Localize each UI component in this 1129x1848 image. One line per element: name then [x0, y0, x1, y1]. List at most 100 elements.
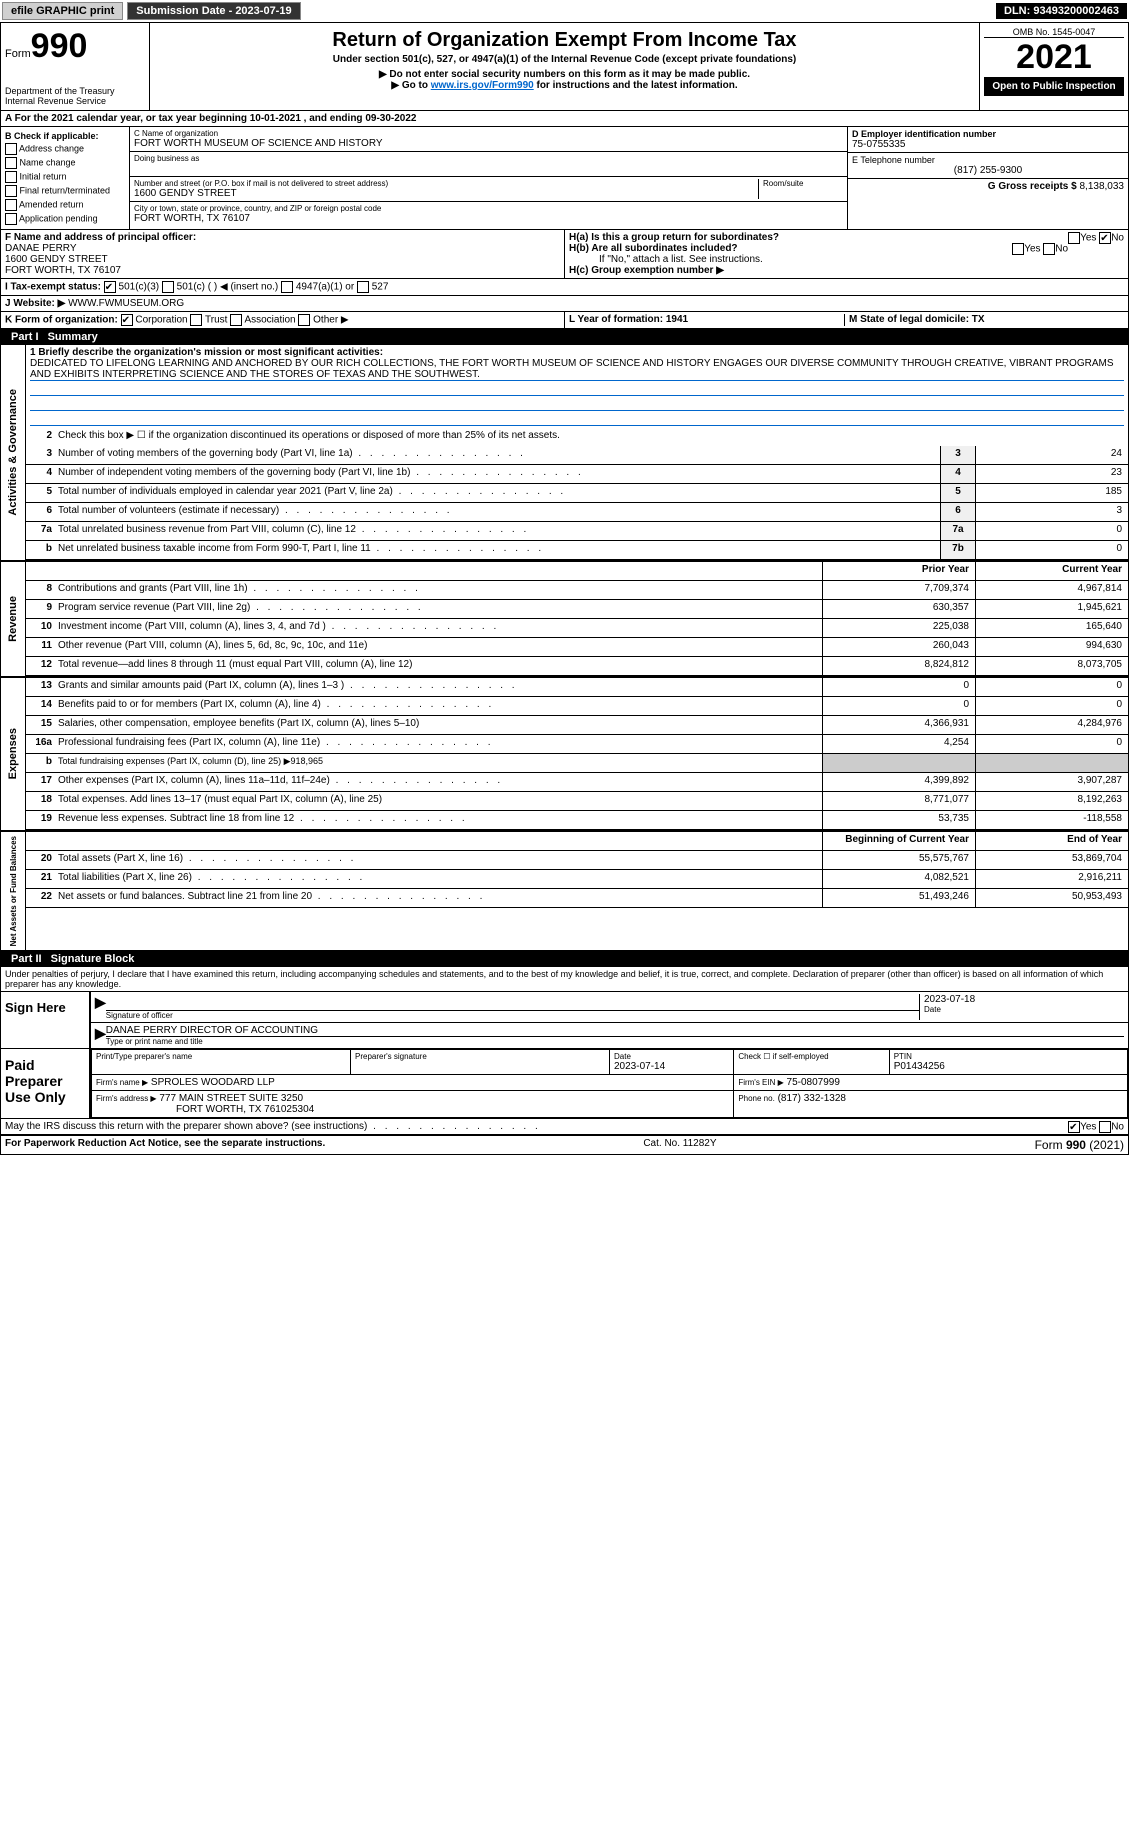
- note-2: ▶ Go to www.irs.gov/Form990 for instruct…: [154, 80, 975, 91]
- dba-value: [134, 163, 843, 174]
- check-address[interactable]: Address change: [5, 143, 125, 155]
- k-label: K Form of organization:: [5, 315, 118, 326]
- sig-date: 2023-07-18: [924, 994, 1124, 1005]
- col-b-label: B Check if applicable:: [5, 131, 125, 141]
- ha-row: H(a) Is this a group return for subordin…: [569, 232, 1124, 243]
- part2-title: Part II: [5, 953, 48, 965]
- check-amended[interactable]: Amended return: [5, 199, 125, 211]
- col-current: Current Year: [975, 562, 1128, 580]
- sidebar-revenue: Revenue: [5, 592, 21, 646]
- hc-label: H(c) Group exemption number ▶: [569, 265, 1124, 276]
- line-11-desc: Other revenue (Part VIII, column (A), li…: [54, 638, 822, 656]
- line-22-desc: Net assets or fund balances. Subtract li…: [54, 889, 822, 907]
- line-7b-val: 0: [975, 541, 1128, 559]
- addr-value: 1600 GENDY STREET: [134, 188, 758, 199]
- check-name[interactable]: Name change: [5, 157, 125, 169]
- line-4-val: 23: [975, 465, 1128, 483]
- submission-date-button[interactable]: Submission Date - 2023-07-19: [127, 2, 300, 20]
- sidebar-expenses: Expenses: [5, 724, 21, 783]
- line-3-desc: Number of voting members of the governin…: [54, 446, 940, 464]
- line-16a-desc: Professional fundraising fees (Part IX, …: [54, 735, 822, 753]
- line-3-val: 24: [975, 446, 1128, 464]
- line-2: Check this box ▶ ☐ if the organization d…: [54, 428, 1128, 446]
- col-end: End of Year: [975, 832, 1128, 850]
- discuss-text: May the IRS discuss this return with the…: [5, 1121, 541, 1132]
- check-527[interactable]: [357, 281, 369, 293]
- line-14-desc: Benefits paid to or for members (Part IX…: [54, 697, 822, 715]
- addr-label: Number and street (or P.O. box if mail i…: [134, 179, 758, 188]
- paid-preparer-label: Paid Preparer Use Only: [1, 1049, 89, 1118]
- sig-officer-label: Signature of officer: [106, 1011, 919, 1020]
- sig-date-label: Date: [924, 1005, 1124, 1014]
- efile-label: efile GRAPHIC print: [2, 2, 123, 20]
- discuss-no-check[interactable]: [1099, 1121, 1111, 1133]
- d-label: D Employer identification number: [852, 129, 1124, 139]
- footer-center: Cat. No. 11282Y: [325, 1138, 1034, 1152]
- note-1: ▶ Do not enter social security numbers o…: [154, 69, 975, 80]
- c-name-label: C Name of organization: [134, 129, 843, 138]
- officer-addr2: FORT WORTH, TX 76107: [5, 265, 560, 276]
- line-15-desc: Salaries, other compensation, employee b…: [54, 716, 822, 734]
- hb-note: If "No," attach a list. See instructions…: [569, 254, 1124, 265]
- footer-right: Form 990 (2021): [1035, 1138, 1124, 1152]
- row-a-period: A For the 2021 calendar year, or tax yea…: [1, 111, 1128, 127]
- dept-label: Department of the Treasury: [5, 86, 145, 96]
- sign-here-label: Sign Here: [1, 992, 89, 1048]
- phone-value: (817) 255-9300: [852, 165, 1124, 176]
- check-initial[interactable]: Initial return: [5, 171, 125, 183]
- line-8-desc: Contributions and grants (Part VIII, lin…: [54, 581, 822, 599]
- officer-name: DANAE PERRY: [5, 243, 560, 254]
- line-10-desc: Investment income (Part VIII, column (A)…: [54, 619, 822, 637]
- check-4947[interactable]: [281, 281, 293, 293]
- part2-name: Signature Block: [51, 953, 135, 965]
- footer-left: For Paperwork Reduction Act Notice, see …: [5, 1138, 325, 1152]
- discuss-yes-check[interactable]: [1068, 1121, 1080, 1133]
- line-7a-desc: Total unrelated business revenue from Pa…: [54, 522, 940, 540]
- line-5-desc: Total number of individuals employed in …: [54, 484, 940, 502]
- room-label: Room/suite: [763, 179, 843, 188]
- line-13-desc: Grants and similar amounts paid (Part IX…: [54, 678, 822, 696]
- e-label: E Telephone number: [852, 155, 1124, 165]
- line-6-val: 3: [975, 503, 1128, 521]
- part1-title: Part I: [5, 331, 45, 343]
- city-label: City or town, state or province, country…: [134, 204, 843, 213]
- irs-link[interactable]: www.irs.gov/Form990: [431, 80, 534, 91]
- f-label: F Name and address of principal officer:: [5, 232, 560, 243]
- g-label: G Gross receipts $: [988, 181, 1077, 192]
- form-subtitle: Under section 501(c), 527, or 4947(a)(1)…: [154, 54, 975, 65]
- line-5-val: 185: [975, 484, 1128, 502]
- form-title: Return of Organization Exempt From Incom…: [154, 29, 975, 52]
- line-12-desc: Total revenue—add lines 8 through 11 (mu…: [54, 657, 822, 675]
- dba-label: Doing business as: [134, 154, 843, 163]
- line-9-desc: Program service revenue (Part VIII, line…: [54, 600, 822, 618]
- open-public-badge: Open to Public Inspection: [984, 77, 1124, 96]
- check-assoc[interactable]: [230, 314, 242, 326]
- check-corp[interactable]: [121, 314, 133, 326]
- col-prior: Prior Year: [822, 562, 975, 580]
- irs-label: Internal Revenue Service: [5, 96, 145, 106]
- line-19-desc: Revenue less expenses. Subtract line 18 …: [54, 811, 822, 829]
- check-trust[interactable]: [190, 314, 202, 326]
- dln-label: DLN: 93493200002463: [996, 3, 1127, 19]
- print-name-label: Type or print name and title: [106, 1037, 1124, 1046]
- omb-label: OMB No. 1545-0047: [984, 27, 1124, 38]
- mission-label: 1 Briefly describe the organization's mi…: [30, 347, 1124, 358]
- org-name: FORT WORTH MUSEUM OF SCIENCE AND HISTORY: [134, 138, 843, 149]
- tax-year: 2021: [984, 38, 1124, 77]
- hb-row: H(b) Are all subordinates included? Yes …: [569, 243, 1124, 254]
- website-value: WWW.FWMUSEUM.ORG: [68, 298, 184, 309]
- line-7b-desc: Net unrelated business taxable income fr…: [54, 541, 940, 559]
- line-16b-desc: Total fundraising expenses (Part IX, col…: [54, 754, 822, 772]
- check-other[interactable]: [298, 314, 310, 326]
- m-state: M State of legal domicile: TX: [844, 314, 1124, 326]
- check-501c[interactable]: [162, 281, 174, 293]
- check-final[interactable]: Final return/terminated: [5, 185, 125, 197]
- ein-value: 75-0755335: [852, 139, 1124, 150]
- line-20-desc: Total assets (Part X, line 16): [54, 851, 822, 869]
- check-pending[interactable]: Application pending: [5, 213, 125, 225]
- col-begin: Beginning of Current Year: [822, 832, 975, 850]
- gross-receipts: 8,138,033: [1080, 181, 1125, 192]
- check-501c3[interactable]: [104, 281, 116, 293]
- officer-addr1: 1600 GENDY STREET: [5, 254, 560, 265]
- line-18-desc: Total expenses. Add lines 13–17 (must eq…: [54, 792, 822, 810]
